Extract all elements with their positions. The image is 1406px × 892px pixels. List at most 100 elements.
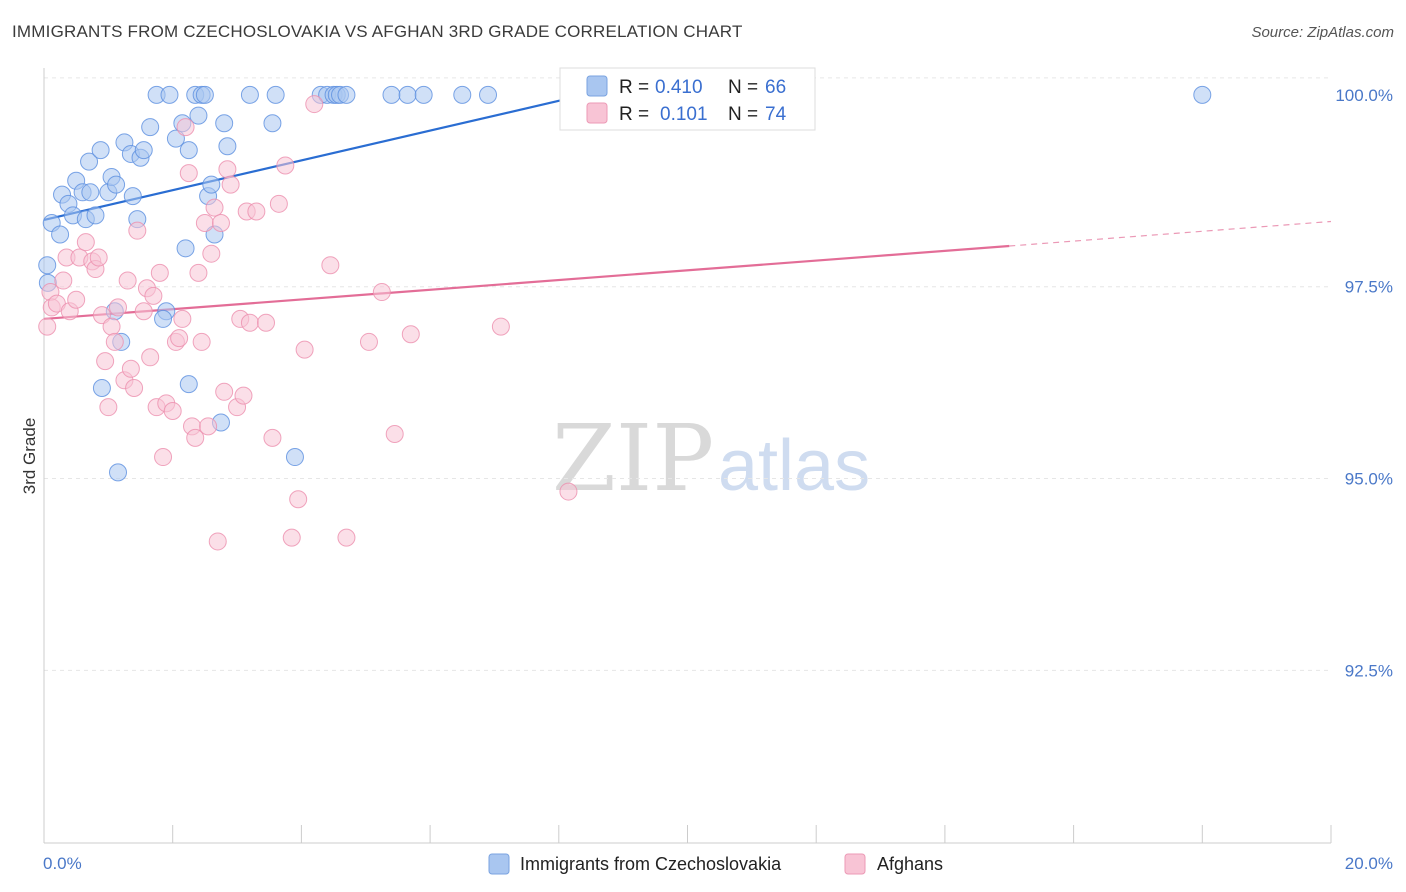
bottom-legend-label-czech: Immigrants from Czechoslovakia [520, 854, 782, 874]
data-point [160, 85, 179, 104]
legend-r-label-afghan: R = [619, 104, 649, 125]
data-point [195, 85, 214, 104]
data-point [107, 175, 126, 194]
data-point [150, 263, 169, 282]
data-point [234, 386, 253, 405]
legend-n-label-czech: N = [728, 77, 758, 98]
series-czechoslovakia [38, 85, 1212, 482]
y-tick-label: 97.5% [1345, 278, 1393, 297]
data-point [202, 175, 221, 194]
data-point [179, 375, 198, 394]
data-point [80, 152, 99, 171]
data-point [337, 528, 356, 547]
y-tick-label: 92.5% [1345, 661, 1393, 680]
data-point [144, 286, 163, 305]
data-point [269, 194, 288, 213]
gridlines [44, 77, 1331, 671]
legend-r-value-afghan: 0.101 [660, 104, 708, 125]
data-point [176, 239, 195, 258]
data-point [192, 332, 211, 351]
data-point [125, 378, 144, 397]
data-point [215, 382, 234, 401]
data-point [154, 309, 173, 328]
data-point [202, 244, 221, 263]
data-point [195, 214, 214, 232]
data-point [141, 118, 160, 137]
data-point [38, 256, 57, 275]
chart-title: IMMIGRANTS FROM CZECHOSLOVAKIA VS AFGHAN… [12, 22, 743, 41]
legend-r-value-czech: 0.410 [655, 77, 703, 98]
data-point [382, 85, 401, 104]
data-point [86, 206, 105, 225]
data-point [247, 202, 266, 221]
bottom-legend-swatch-czech [488, 853, 510, 875]
data-point [359, 332, 378, 351]
data-point [118, 271, 137, 290]
data-point [215, 114, 234, 133]
data-point [257, 313, 276, 332]
data-point [176, 118, 195, 137]
watermark-zip: ZIP [552, 405, 714, 512]
data-point [141, 348, 160, 367]
watermark-atlas: atlas [718, 426, 870, 506]
data-point [121, 359, 140, 378]
data-point [398, 85, 417, 104]
data-point [372, 283, 391, 302]
data-point [92, 306, 111, 325]
data-point [221, 175, 240, 194]
data-point [218, 137, 237, 156]
data-point [321, 256, 340, 275]
data-point [179, 141, 198, 160]
data-point [211, 214, 230, 232]
y-tick-labels: 92.5% 95.0% 97.5% 100.0% [1335, 86, 1393, 680]
data-point [189, 263, 208, 282]
data-point [51, 225, 70, 244]
data-point [189, 106, 208, 125]
data-point [285, 448, 304, 467]
data-point [173, 309, 192, 328]
data-point [240, 85, 259, 104]
data-point [199, 417, 218, 436]
bottom-legend-swatch-afghan [844, 853, 866, 875]
x-tick-label-max: 20.0% [1345, 854, 1393, 873]
x-tick-label-min: 0.0% [43, 854, 82, 873]
data-point [128, 221, 147, 240]
bottom-legend-label-afghan: Afghans [877, 854, 943, 874]
data-point [105, 332, 124, 351]
data-point [91, 141, 110, 160]
data-point [305, 95, 324, 114]
data-point [96, 352, 115, 371]
data-point [81, 183, 100, 202]
data-point [295, 340, 314, 359]
data-point [263, 114, 282, 133]
data-point [289, 490, 308, 509]
data-point [166, 129, 185, 148]
data-point [186, 428, 205, 447]
legend-r-label-czech: R = [619, 77, 649, 98]
data-points [38, 85, 1212, 551]
data-point [282, 528, 301, 547]
data-point [1193, 85, 1212, 104]
y-tick-label: 100.0% [1335, 86, 1393, 105]
data-point [163, 401, 182, 420]
trend-line-1 [43, 244, 1010, 321]
data-point [67, 290, 86, 309]
data-point [134, 302, 153, 321]
data-point [170, 329, 189, 348]
data-point [134, 141, 153, 160]
data-point [76, 233, 95, 252]
data-point [491, 317, 510, 336]
data-point [401, 325, 420, 344]
data-point [123, 187, 142, 206]
legend-n-label-afghan: N = [728, 104, 758, 125]
legend-n-value-czech: 66 [765, 77, 786, 98]
legend-swatch-afghan [586, 102, 608, 124]
source-label: Source: ZipAtlas.com [1251, 24, 1394, 41]
data-point [453, 85, 472, 104]
data-point [154, 448, 173, 467]
y-tick-label: 95.0% [1345, 470, 1393, 489]
series-legend: Immigrants from Czechoslovakia Afghans [488, 853, 943, 875]
data-point [414, 85, 433, 104]
data-point [263, 428, 282, 447]
